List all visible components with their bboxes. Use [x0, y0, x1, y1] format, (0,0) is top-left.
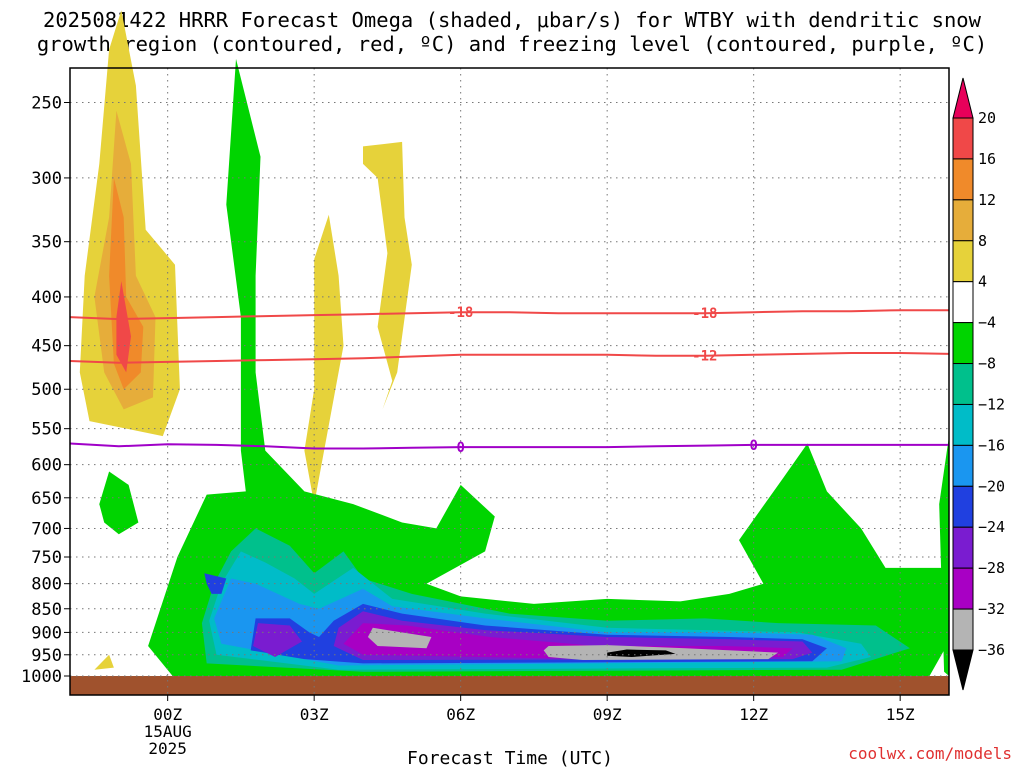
contour-label-2-0: 0	[456, 440, 464, 456]
contour-line-0	[69, 309, 949, 321]
omega-region-2	[363, 141, 412, 410]
omega-region-17	[367, 627, 432, 649]
omega-region-14	[253, 623, 302, 657]
colorbar-swatch-7	[952, 403, 974, 446]
omega-region-8	[148, 58, 950, 676]
y-tick-label-950: 950	[31, 646, 62, 666]
colorbar-label-2: 12	[978, 191, 996, 209]
x-tick-label-03Z: 03Z	[300, 705, 329, 724]
colorbar-swatch-10	[952, 526, 974, 569]
contour-line-2	[69, 442, 949, 450]
omega-region-7	[99, 471, 139, 535]
x-tick-label-12Z: 12Z	[739, 705, 768, 724]
colorbar-label-12: −32	[978, 600, 1005, 618]
x-tick-label-00Z: 00Z	[153, 705, 182, 724]
y-tick-label-450: 450	[31, 337, 62, 357]
temperature-contours: -18 -18 -12 0 0	[69, 305, 950, 456]
colorbar-swatch-5	[952, 322, 974, 365]
x-tick-sublabel-1: 2025	[148, 739, 187, 758]
colorbar-label-0: 20	[978, 109, 996, 127]
chart-title-line-1: 2025081422 HRRR Forecast Omega (shaded, …	[43, 8, 981, 32]
plot-frame	[69, 67, 950, 696]
colorbar-swatch-6	[952, 363, 974, 405]
colorbar-label-3: 8	[978, 232, 987, 250]
y-tick-label-400: 400	[31, 288, 62, 308]
contour-label-0-1: -18	[692, 306, 717, 322]
chart-title: 2025081422 HRRR Forecast Omega (shaded, …	[0, 8, 1024, 56]
colorbar-label-8: −16	[978, 436, 1005, 454]
colorbar-label-11: −28	[978, 559, 1005, 577]
colorbar-swatch-3	[952, 240, 974, 283]
colorbar-swatch-2	[952, 199, 974, 242]
colorbar-label-13: −36	[978, 641, 1005, 659]
x-axis-label: Forecast Time (UTC)	[407, 748, 613, 768]
y-tick-label-800: 800	[31, 575, 62, 595]
ground-fill	[70, 676, 949, 695]
contour-label-0-0: -18	[448, 305, 473, 321]
y-tick-label-700: 700	[31, 519, 62, 539]
y-tick-label-900: 900	[31, 623, 62, 643]
omega-region-3	[94, 654, 114, 670]
y-axis: 250 300 350 400 450 500 550 600 650 700 750 800 850 9…	[21, 93, 70, 687]
omega-region-19	[607, 649, 676, 657]
omega-shaded-fields	[79, 10, 950, 676]
colorbar-swatch-8	[952, 444, 974, 487]
x-tick-sublabel-0: 15AUG	[144, 722, 192, 741]
colorbar-label-10: −24	[978, 518, 1005, 536]
colorbar-swatch-0	[952, 117, 974, 160]
x-tick-label-09Z: 09Z	[593, 705, 622, 724]
colorbar-label-7: −12	[978, 395, 1005, 413]
colorbar-swatch-4	[952, 281, 974, 324]
colorbar-label-6: −8	[978, 355, 996, 373]
omega-region-6	[116, 281, 131, 373]
y-tick-label-350: 350	[31, 233, 62, 253]
gridlines	[70, 68, 949, 695]
colorbar-swatch-9	[952, 485, 974, 528]
x-tick-label-06Z: 06Z	[446, 705, 475, 724]
y-tick-label-750: 750	[31, 548, 62, 568]
colorbar-label-1: 16	[978, 150, 996, 168]
omega-region-20	[939, 436, 949, 676]
contour-label-2-1: 0	[749, 438, 757, 454]
chart-title-line-2: growth region (contoured, red, ºC) and f…	[36, 32, 988, 56]
source-credit: coolwx.com/models	[848, 744, 1012, 763]
ground-band	[70, 676, 949, 695]
colorbar-label-4: 4	[978, 273, 987, 291]
colorbar-top-arrow	[952, 77, 974, 119]
y-tick-label-550: 550	[31, 420, 62, 440]
y-tick-label-1000: 1000	[21, 667, 62, 687]
y-tick-label-300: 300	[31, 169, 62, 189]
contour-line-1	[69, 352, 950, 364]
y-tick-label-250: 250	[31, 93, 62, 113]
y-tick-label-500: 500	[31, 380, 62, 400]
y-tick-label-850: 850	[31, 600, 62, 620]
y-tick-label-650: 650	[31, 489, 62, 509]
colorbar-bottom-arrow	[952, 649, 974, 691]
colorbar-swatch-12	[952, 608, 974, 651]
x-tick-label-15Z: 15Z	[886, 705, 915, 724]
colorbar-label-5: −4	[978, 314, 996, 332]
colorbar-swatch-11	[952, 567, 974, 610]
y-tick-label-600: 600	[31, 456, 62, 476]
colorbar: 20 16 12 8 4 −4 −8 −12 −16 −20 −24 −28 −32 −36	[952, 77, 1005, 691]
colorbar-label-9: −20	[978, 477, 1005, 495]
colorbar-swatch-1	[952, 158, 974, 201]
contour-label-1-0: -12	[692, 349, 717, 365]
